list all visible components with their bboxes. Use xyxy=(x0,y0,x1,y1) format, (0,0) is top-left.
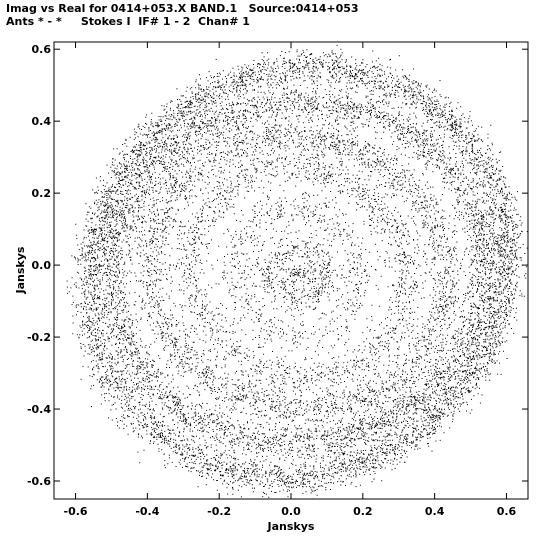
scatter-point-cloud xyxy=(66,44,528,500)
y-tick-label: 0.2 xyxy=(32,187,52,200)
y-tick-label: -0.4 xyxy=(27,403,51,416)
x-axis-label: Janskys xyxy=(267,520,315,533)
chart-title: Imag vs Real for 0414+053.X BAND.1 Sourc… xyxy=(6,2,359,15)
y-axis-label: Janskys xyxy=(14,246,27,294)
x-tick-label: -0.4 xyxy=(135,505,159,518)
x-tick-label: 0.2 xyxy=(353,505,373,518)
x-tick-label: 0.0 xyxy=(281,505,301,518)
x-tick-label: 0.4 xyxy=(425,505,445,518)
y-tick-label: 0.4 xyxy=(32,115,52,128)
chart-subtitle: Ants * - * Stokes I IF# 1 - 2 Chan# 1 xyxy=(6,15,250,28)
y-tick-label: 0.6 xyxy=(32,43,52,56)
x-tick-label: -0.2 xyxy=(207,505,231,518)
data-points xyxy=(66,44,528,500)
x-axis-ticks: -0.6 -0.4 -0.2 0.0 0.2 0.4 0.6 xyxy=(64,42,517,518)
y-tick-label: -0.6 xyxy=(27,475,51,488)
x-tick-label: -0.6 xyxy=(64,505,88,518)
plot-frame xyxy=(53,41,529,500)
y-axis-ticks: -0.6 -0.4 -0.2 0.0 0.2 0.4 0.6 xyxy=(27,43,528,488)
y-tick-label: -0.2 xyxy=(27,331,51,344)
x-tick-label: 0.6 xyxy=(497,505,517,518)
y-tick-label: 0.0 xyxy=(32,259,52,272)
